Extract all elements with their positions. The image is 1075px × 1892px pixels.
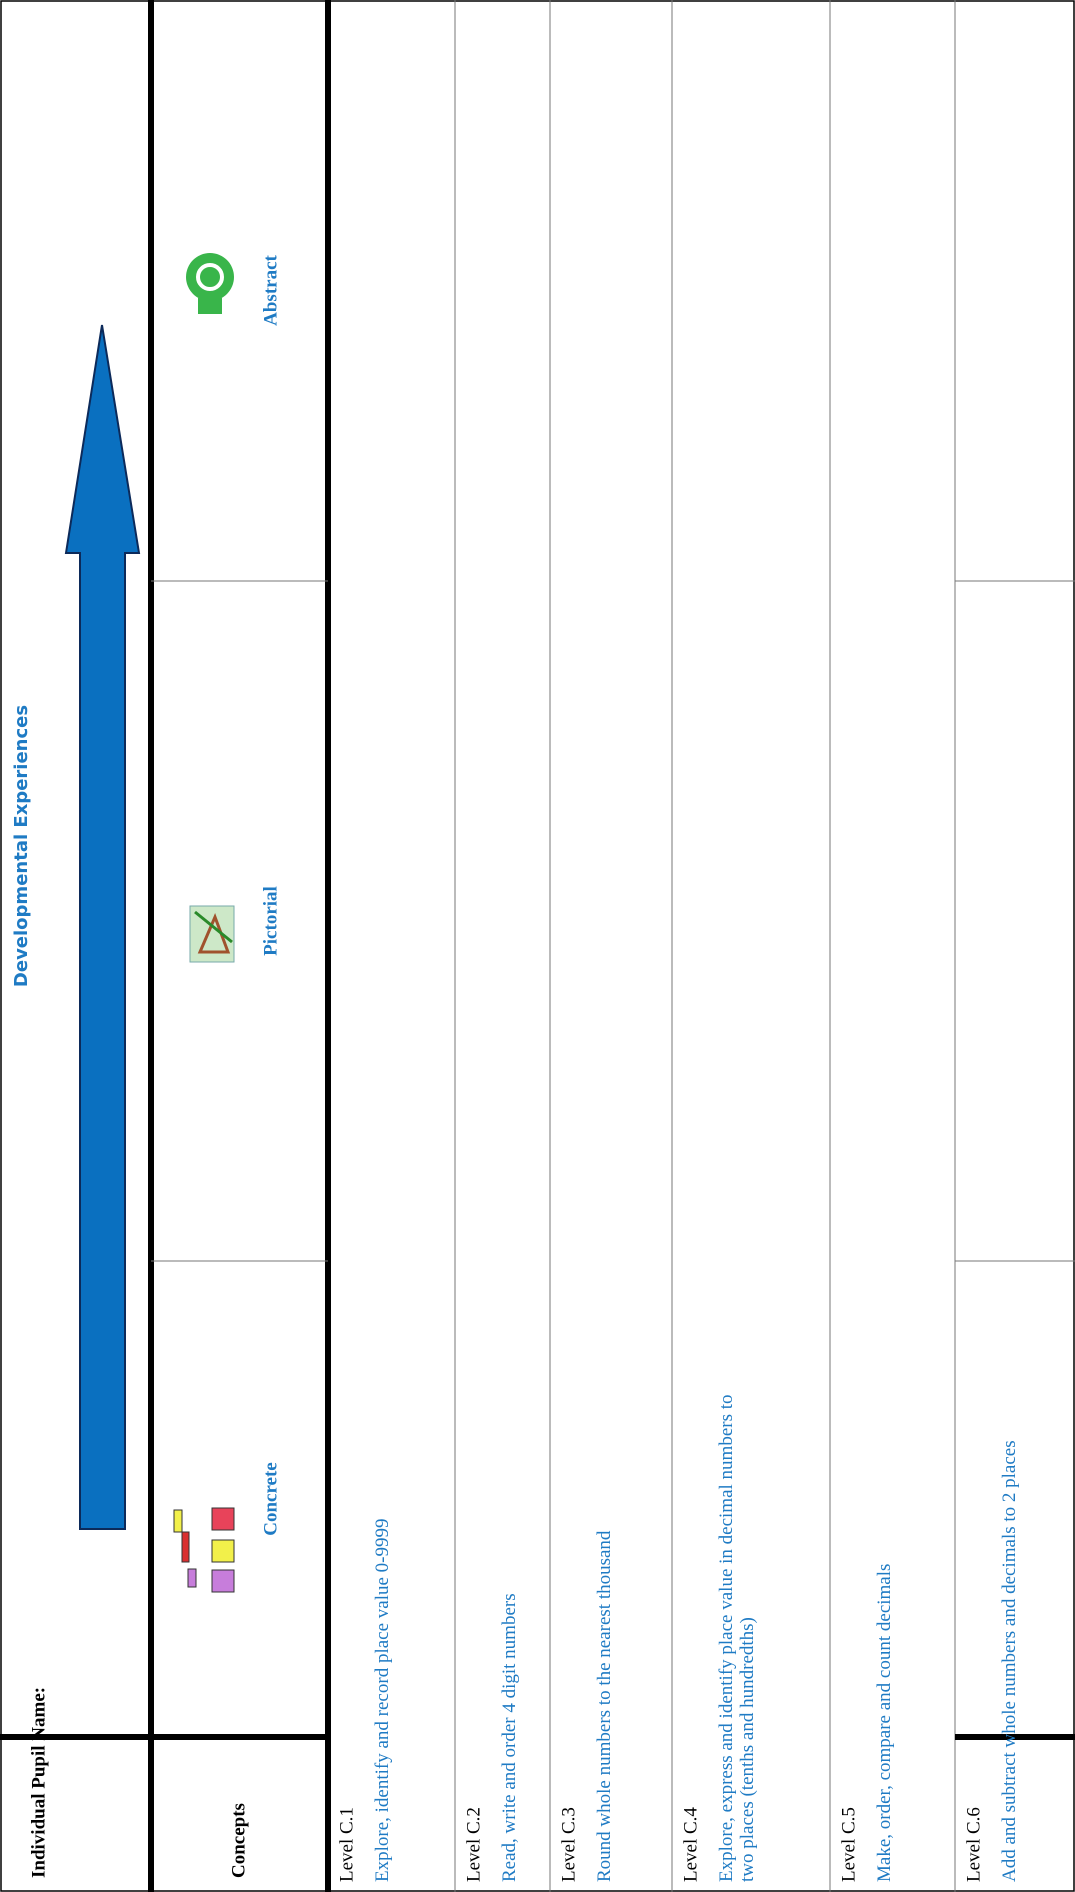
level-label: Level C.1 (336, 1807, 357, 1882)
concept-text: Round whole numbers to the nearest thous… (594, 1530, 615, 1882)
level-label: Level C.6 (963, 1807, 984, 1882)
column-header: Pictorial (260, 886, 281, 956)
pictorial-icon (190, 906, 234, 962)
column-header: Concrete (260, 1462, 281, 1536)
concept-text: Add and subtract whole numbers and decim… (999, 1440, 1020, 1882)
concept-text: Make, order, compare and count decimals (874, 1564, 895, 1882)
column-header: Concepts (228, 1803, 249, 1878)
page: Individual Pupil Name: Developmental Expe… (0, 0, 1075, 1892)
column-header: Abstract (260, 254, 281, 325)
level-label: Level C.5 (838, 1807, 859, 1882)
pupil-name-label: Individual Pupil Name: (28, 1687, 49, 1878)
level-label: Level C.4 (680, 1807, 701, 1882)
level-label: Level C.3 (558, 1807, 579, 1882)
level-label: Level C.2 (463, 1807, 484, 1882)
table: Individual Pupil Name: Developmental Expe… (0, 0, 1075, 1892)
section-title: Developmental Experiences (11, 705, 32, 987)
concept-text: Read, write and order 4 digit numbers (499, 1593, 520, 1882)
concept-text: Explore, identify and record place value… (372, 1519, 393, 1883)
table-border (1, 1, 1074, 1891)
